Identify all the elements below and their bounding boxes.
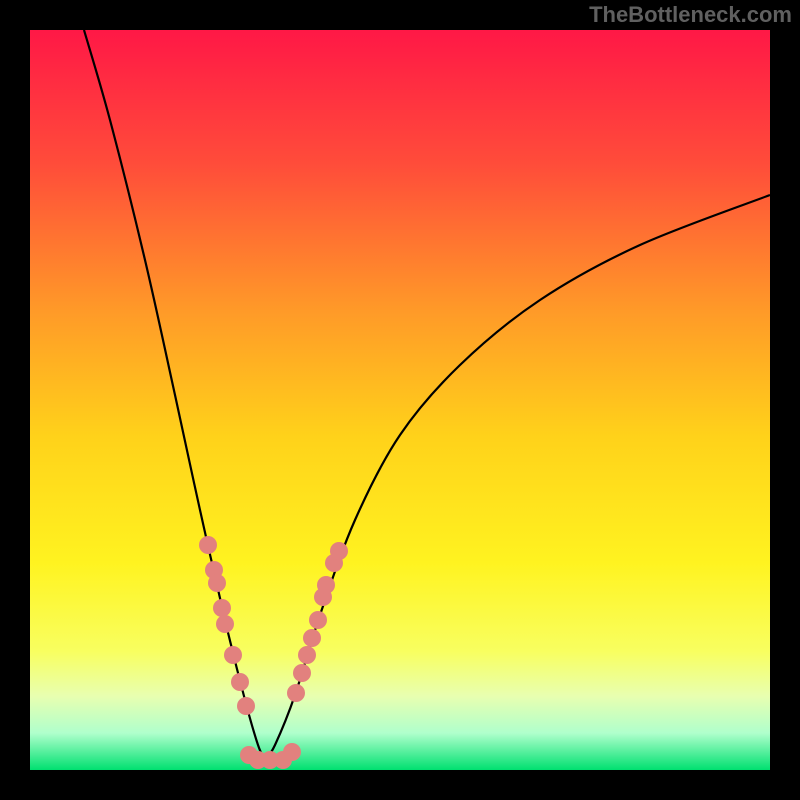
data-marker <box>317 576 335 594</box>
watermark-text: TheBottleneck.com <box>589 2 792 28</box>
data-marker <box>199 536 217 554</box>
data-marker <box>224 646 242 664</box>
chart-background <box>30 30 770 770</box>
data-marker <box>213 599 231 617</box>
data-marker <box>303 629 321 647</box>
chart-container: TheBottleneck.com <box>0 0 800 800</box>
data-marker <box>237 697 255 715</box>
data-marker <box>216 615 234 633</box>
data-marker <box>293 664 311 682</box>
data-marker <box>330 542 348 560</box>
data-marker <box>283 743 301 761</box>
data-marker <box>298 646 316 664</box>
chart-svg <box>0 0 800 800</box>
data-marker <box>287 684 305 702</box>
data-marker <box>231 673 249 691</box>
data-marker <box>208 574 226 592</box>
data-marker <box>309 611 327 629</box>
